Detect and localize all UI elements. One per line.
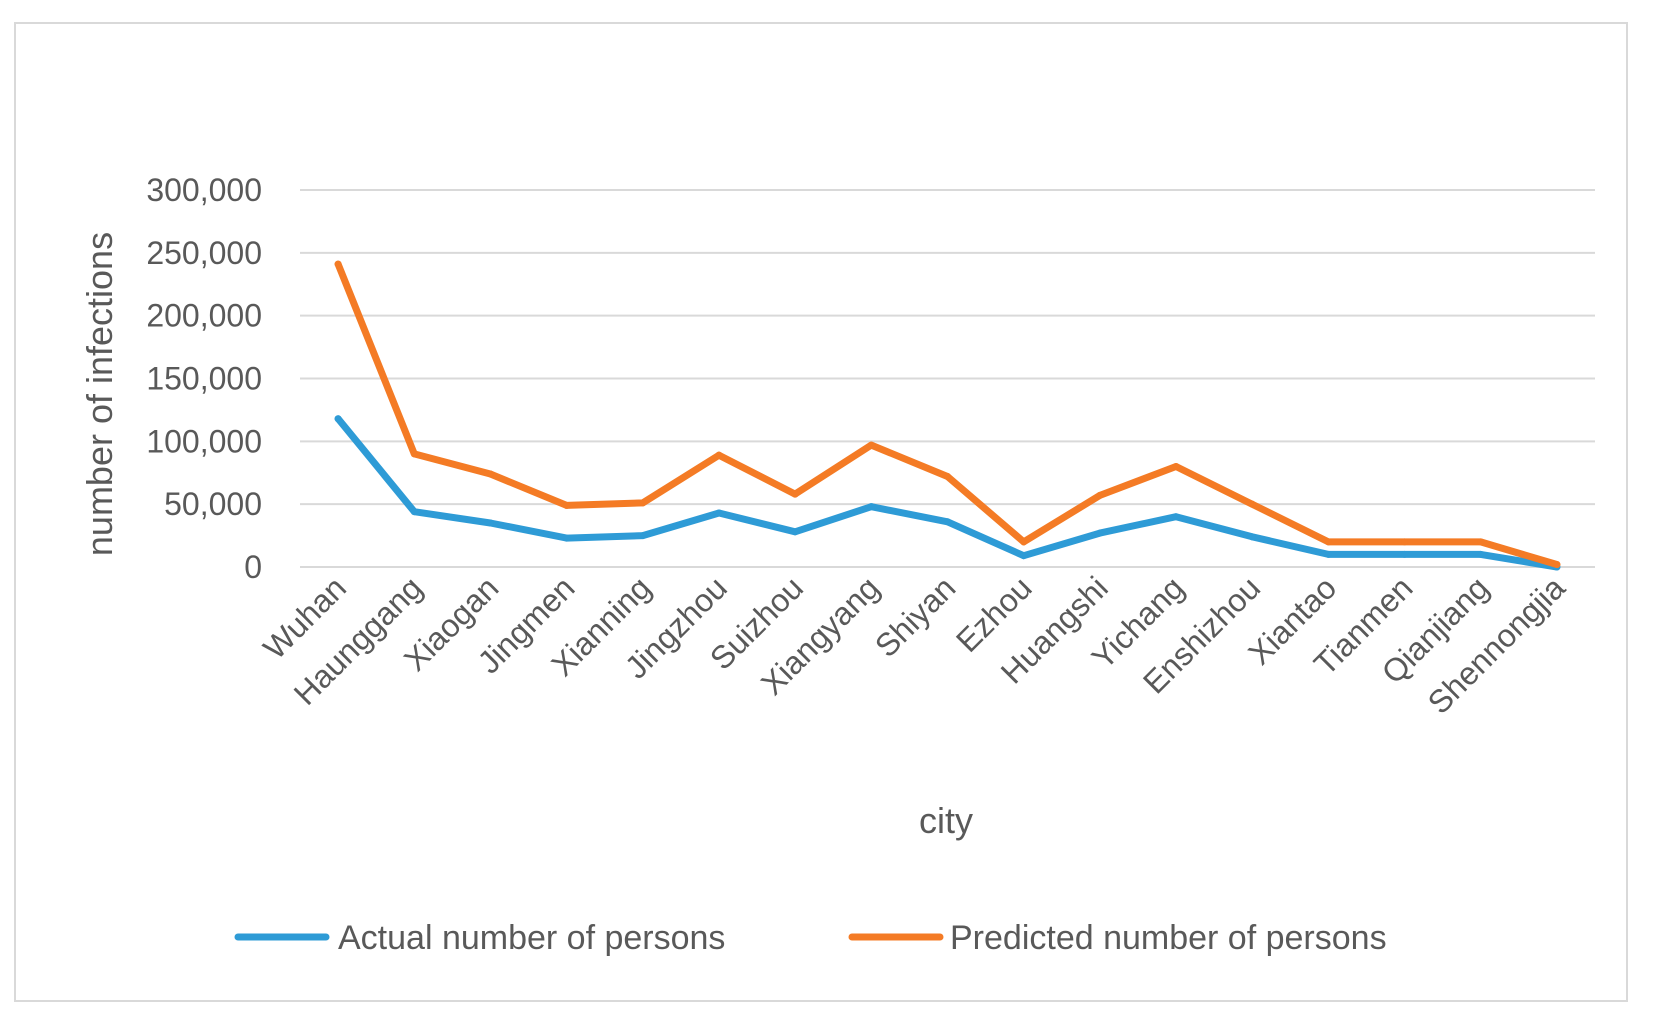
legend-label: Actual number of persons [338, 919, 725, 957]
series-lines [334, 260, 1561, 571]
data-point [410, 450, 418, 458]
data-point [1096, 491, 1104, 499]
data-point [563, 534, 571, 542]
legend-label: Predicted number of persons [950, 919, 1387, 957]
y-tick-label: 100,000 [146, 423, 262, 459]
data-point [1477, 550, 1485, 558]
data-point [1401, 538, 1409, 546]
y-tick-label: 250,000 [146, 235, 262, 271]
data-point [791, 490, 799, 498]
data-point [1248, 500, 1256, 508]
data-point [639, 499, 647, 507]
y-axis-title: number of infections [79, 232, 120, 556]
data-point [486, 470, 494, 478]
gridlines [300, 189, 1595, 568]
y-tick-label: 150,000 [146, 361, 262, 397]
data-point [410, 508, 418, 516]
x-axis-ticks: WuhanHaunggangXiaoganJingmenXianningJing… [256, 569, 1572, 720]
data-point [334, 260, 342, 268]
y-tick-label: 0 [244, 549, 262, 585]
data-point [944, 473, 951, 481]
data-point [1248, 533, 1256, 541]
chart-frame [14, 22, 1628, 1002]
data-point [1477, 538, 1485, 546]
data-point [791, 528, 799, 536]
data-point [715, 451, 723, 459]
data-point [867, 441, 875, 449]
y-axis-ticks: 0 50,000 100,000 150,000 200,000 250,000 300,0… [146, 172, 262, 585]
data-point [1553, 560, 1561, 568]
data-point [334, 415, 342, 423]
data-point [1324, 550, 1332, 558]
y-tick-label: 50,000 [164, 486, 262, 522]
x-axis-title: city [919, 800, 973, 841]
data-point [1020, 538, 1028, 546]
x-tick-label: Shiyan [868, 569, 963, 664]
legend: Actual number of persons Predicted number… [234, 919, 1387, 957]
data-point [639, 532, 647, 540]
y-tick-label: 300,000 [146, 172, 262, 208]
data-point [867, 503, 875, 511]
data-point [1020, 552, 1028, 560]
data-point [1324, 538, 1332, 546]
data-point [1096, 529, 1104, 537]
data-point [715, 509, 723, 517]
data-point [1401, 550, 1409, 558]
data-point [486, 519, 494, 527]
data-point [563, 501, 571, 509]
y-tick-label: 200,000 [146, 298, 262, 334]
data-point [944, 518, 951, 526]
data-point [1172, 462, 1180, 470]
data-point [1172, 513, 1180, 521]
